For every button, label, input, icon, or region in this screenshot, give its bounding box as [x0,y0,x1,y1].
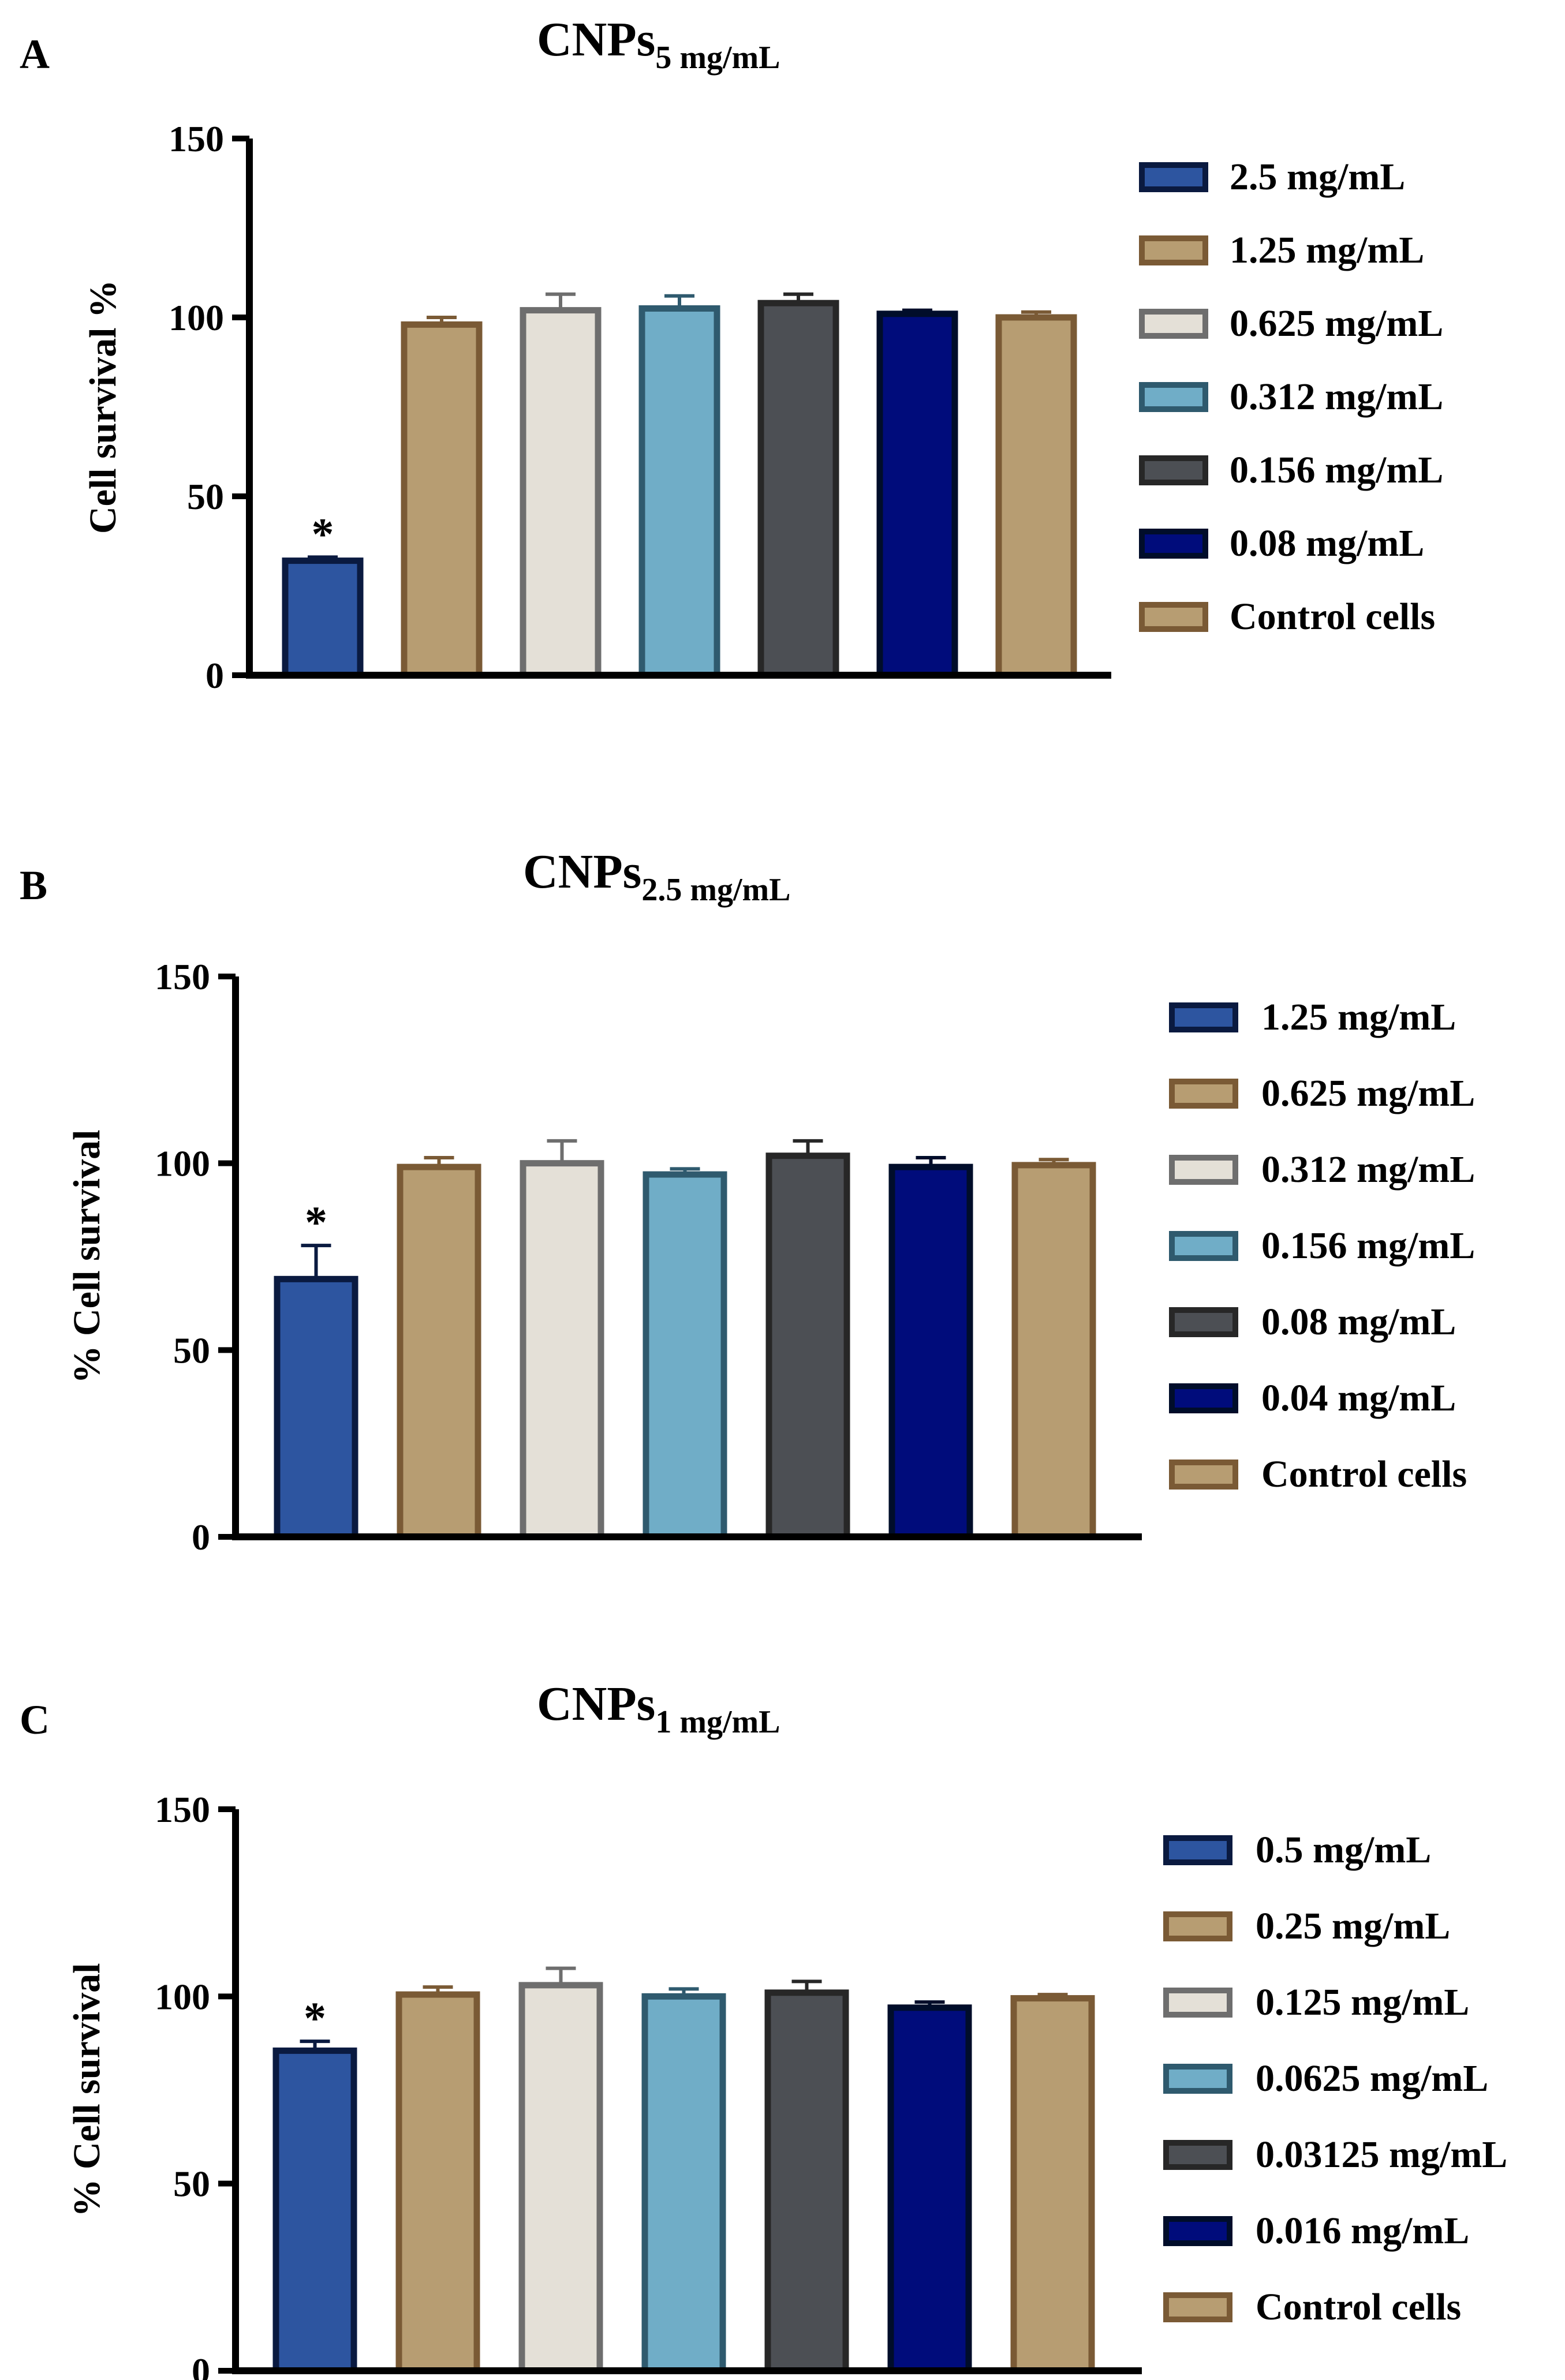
legend-swatch [1169,1231,1238,1261]
legend-label: 0.03125 mg/mL [1256,2134,1507,2176]
y-tick-label: 0 [206,655,224,696]
bar-1 [282,557,364,679]
chart-title-subscript: 1 mg/mL [655,1704,780,1740]
legend-swatch [1139,309,1208,339]
y-axis-label: % Cell survival [66,1130,108,1384]
bar-4 [643,1171,727,1540]
legend-label: Control cells [1230,596,1435,638]
y-tick-label: 100 [155,1143,210,1184]
chart-title-subscript: 5 mg/mL [655,40,780,76]
bar-7 [1010,1995,1095,2374]
chart-title: CNPs5 mg/mL [537,13,780,76]
legend-label: 2.5 mg/mL [1230,156,1405,198]
legend-swatch [1139,382,1208,412]
panel-letter: A [20,31,50,77]
legend-swatch [1139,529,1208,559]
bar-1 [274,1275,358,1540]
y-tick-label: 50 [173,2164,210,2205]
chart-title-main: CNPs [537,1677,655,1731]
legend-swatch [1139,162,1208,192]
legend-label: 0.25 mg/mL [1256,1905,1450,1947]
legend-swatch [1163,1911,1232,1941]
y-tick-label: 100 [155,1976,210,2017]
legend-swatch [1163,2216,1232,2246]
legend-label: 0.156 mg/mL [1230,449,1443,491]
chart-svg-c: C CNPs1 mg/mL % Cell survival * 0 50 100 150 0.5… [20,1677,1507,2380]
bar-1 [272,2047,357,2374]
legend-swatch [1163,2292,1232,2322]
y-axis-label: % Cell survival [66,1963,108,2217]
bar-5 [757,300,839,679]
chart-svg-a: A CNPs5 mg/mL Cell survival % * 0 50 100 150 2.5… [20,13,1443,696]
legend-swatch [1139,235,1208,265]
legend-swatch [1169,1155,1238,1185]
legend-swatch [1169,1079,1238,1109]
legend-swatch [1163,2140,1232,2170]
y-tick-label: 150 [169,118,224,159]
legend-swatch [1169,1383,1238,1413]
bar-2 [401,321,483,679]
chart-title: CNPs1 mg/mL [537,1677,780,1740]
significance-asterisk: * [305,1197,327,1247]
legend-swatch [1169,1002,1238,1032]
chart-title-main: CNPs [523,845,641,899]
legend-swatch [1169,1460,1238,1490]
y-axis-label: Cell survival % [82,280,124,534]
bar-3 [520,1160,604,1540]
chart-panel-c: C CNPs1 mg/mL % Cell survival * 0 50 100 150 0.5… [0,1558,1565,2380]
y-tick-label: 50 [187,476,224,517]
legend-label: 1.25 mg/mL [1230,229,1424,271]
bar-2 [395,1991,480,2374]
legend-label: 0.625 mg/mL [1230,302,1443,345]
bar-4 [638,305,720,679]
legend-label: 0.5 mg/mL [1256,1829,1431,1871]
legend-label: 0.08 mg/mL [1230,522,1424,564]
y-tick-label: 150 [155,1789,210,1830]
chart-svg-b: B CNPs2.5 mg/mL % Cell survival * 0 50 100 150 1… [20,845,1475,1558]
chart-panel-a: A CNPs5 mg/mL Cell survival % * 0 50 100 150 2.5… [0,0,1565,762]
legend-swatch [1163,1835,1232,1865]
bar-6 [887,2004,972,2374]
panel-letter: B [20,862,47,908]
y-tick-label: 150 [155,956,210,997]
legend-label: 0.08 mg/mL [1261,1301,1456,1343]
bar-5 [764,1989,849,2374]
significance-asterisk: * [304,1993,326,2043]
bar-3 [518,1982,603,2374]
y-tick-label: 50 [173,1330,210,1371]
y-tick-label: 100 [169,297,224,338]
y-tick-label: 0 [192,1517,210,1558]
legend-label: 0.312 mg/mL [1230,376,1443,418]
bar-6 [876,310,958,679]
legend-label: 0.156 mg/mL [1261,1225,1475,1267]
bar-3 [520,307,602,679]
legend-label: 1.25 mg/mL [1261,996,1456,1038]
legend-label: 0.0625 mg/mL [1256,2057,1488,2100]
legend-swatch [1169,1307,1238,1337]
bar-2 [397,1163,481,1540]
chart-title: CNPs2.5 mg/mL [523,845,791,908]
panel-letter: C [20,1697,50,1743]
legend-label: 0.016 mg/mL [1256,2210,1469,2252]
legend-label: Control cells [1261,1453,1467,1495]
legend-label: 0.312 mg/mL [1261,1148,1475,1191]
y-tick-label: 0 [192,2351,210,2380]
bar-6 [888,1163,973,1540]
legend-label: 0.125 mg/mL [1256,1981,1469,2023]
bar-7 [995,314,1077,679]
chart-panel-b: B CNPs2.5 mg/mL % Cell survival * 0 50 100 150 1… [0,762,1565,1558]
significance-asterisk: * [312,508,334,559]
bar-7 [1011,1162,1096,1540]
legend-label: 0.625 mg/mL [1261,1072,1475,1114]
legend-swatch [1139,455,1208,485]
legend-label: Control cells [1256,2286,1461,2328]
bar-5 [765,1152,850,1540]
bar-4 [641,1993,726,2374]
legend-swatch [1163,1988,1232,2018]
chart-title-main: CNPs [537,13,655,66]
legend-swatch [1163,2064,1232,2094]
legend-label: 0.04 mg/mL [1261,1377,1456,1419]
legend-swatch [1139,602,1208,632]
chart-title-subscript: 2.5 mg/mL [641,872,790,908]
